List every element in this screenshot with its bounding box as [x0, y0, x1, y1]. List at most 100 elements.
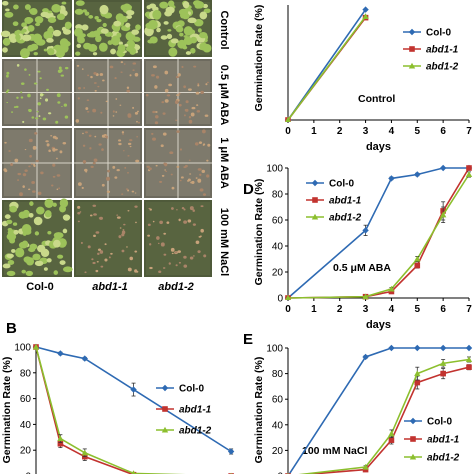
data-point-Col-0	[57, 350, 64, 357]
plot-area	[284, 6, 369, 122]
series-line-abd1-1	[287, 167, 470, 299]
data-point-abd1-2	[439, 360, 447, 366]
data-point-abd1-2	[465, 356, 473, 363]
series-line-Col-0	[287, 167, 469, 299]
x-tick-label: 0	[285, 304, 291, 315]
y-tick-label: 0	[25, 472, 31, 474]
plot-area	[284, 164, 473, 300]
series-line-abd1-2	[287, 16, 367, 121]
data-point-Col-0	[439, 164, 447, 172]
legend-label: abd1-1	[179, 405, 212, 416]
condition-annotation: 0.5 μM ABA	[333, 262, 391, 274]
series-line-abd1-1	[302, 366, 470, 474]
data-point-abd1-2	[362, 463, 369, 470]
x-tick-label: 3	[363, 126, 369, 137]
legend-marker	[408, 62, 416, 69]
data-point-Col-0	[362, 227, 369, 234]
legend-label: abd1-2	[426, 62, 459, 73]
chart-half-micromolar-aba: 0 20 40 60 80 100 0 1 2 3 4 5 6 7 days Germination Rate…	[253, 164, 472, 332]
legend-label: abd1-1	[427, 435, 460, 446]
legend-marker	[162, 406, 168, 412]
legend-marker	[409, 417, 417, 425]
legend-marker	[312, 197, 318, 203]
data-point-abd1-1	[57, 440, 64, 447]
x-tick-label: 2	[337, 126, 343, 137]
y-tick-label: 100	[14, 343, 31, 354]
x-tick-label: 4	[389, 304, 395, 315]
data-point-abd1-2	[131, 470, 136, 474]
x-tick-label: 5	[415, 126, 421, 137]
x-tick-label: 3	[363, 304, 369, 315]
data-point-abd1-2	[57, 435, 64, 442]
data-point-Col-0	[362, 6, 369, 13]
plot-area	[285, 344, 473, 474]
condition-annotation: 100 mM NaCl	[302, 445, 367, 457]
legend-marker	[161, 426, 169, 433]
legend-marker	[311, 213, 319, 220]
row-label-nacl: 100 mM NaCl	[218, 208, 230, 276]
x-tick-label: 0	[285, 126, 291, 137]
condition-annotation: Control	[358, 93, 395, 105]
legend-label: abd1-2	[179, 426, 212, 437]
data-point-abd1-2	[285, 116, 291, 122]
data-point-Col-0	[414, 344, 421, 352]
y-tick-label: 20	[20, 446, 32, 457]
data-point-Col-0	[465, 344, 473, 352]
data-point-abd1-2	[81, 449, 88, 456]
column-label-abd1-1: abd1-1	[92, 281, 127, 293]
plot-area	[32, 343, 235, 474]
data-point-Col-0	[439, 344, 447, 352]
x-tick-label: 6	[440, 126, 446, 137]
series-line-abd1-2	[287, 174, 470, 299]
y-tick-label: 40	[272, 242, 284, 253]
panel-letter-e: E	[243, 331, 253, 348]
x-tick-label: 6	[440, 304, 446, 315]
data-point-abd1-2	[439, 211, 447, 218]
data-point-abd1-1	[466, 165, 472, 171]
data-point-abd1-2	[362, 13, 369, 20]
panel-letter-b: B	[6, 320, 17, 337]
legend-marker	[161, 384, 169, 392]
legend-marker	[311, 179, 319, 187]
y-axis-title: Germination Rate (%)	[253, 357, 265, 464]
data-point-Col-0	[227, 448, 235, 455]
y-tick-label: 80	[272, 369, 284, 380]
y-tick-label: 20	[272, 268, 284, 279]
x-tick-label: 7	[466, 126, 472, 137]
data-point-abd1-1	[414, 379, 421, 386]
legend-label: Col-0	[427, 417, 452, 428]
data-point-abd1-1	[388, 437, 395, 443]
legend-label: Col-0	[426, 28, 451, 39]
data-point-abd1-2	[32, 343, 40, 350]
series-line-abd1-2	[298, 358, 470, 474]
y-axis-title: Germination Rate (%)	[253, 179, 265, 286]
y-tick-label: 60	[20, 394, 32, 405]
row-label-05-aba: 0.5 μM ABA	[218, 65, 230, 126]
x-tick-label: 1	[311, 304, 317, 315]
data-point-Col-0	[130, 386, 137, 393]
x-tick-label: 2	[337, 304, 343, 315]
series-line-Col-0	[288, 347, 469, 474]
x-tick-label: 1	[311, 126, 317, 137]
legend-label: Col-0	[329, 179, 354, 190]
data-point-Col-0	[362, 353, 369, 361]
legend-marker	[409, 453, 417, 460]
y-tick-label: 40	[272, 420, 284, 431]
y-axis-title: Germination Rate (%)	[253, 5, 265, 112]
data-point-abd1-2	[388, 285, 395, 292]
y-tick-label: 60	[272, 216, 284, 227]
x-axis-title: days	[366, 319, 391, 331]
legend-marker	[409, 46, 415, 52]
row-label-control: Control	[218, 10, 230, 49]
data-point-abd1-1	[440, 370, 446, 377]
data-point-abd1-1	[466, 364, 472, 370]
data-point-abd1-2	[414, 370, 421, 377]
data-point-abd1-2	[362, 293, 369, 300]
x-axis-title: days	[366, 141, 391, 153]
data-point-Col-0	[388, 344, 395, 352]
legend-marker	[410, 436, 416, 442]
plate-photo-grid	[0, 0, 212, 277]
chart-control: 0 1 2 3 4 5 6 7 days Germination Rate (%) Control C…	[253, 5, 472, 153]
